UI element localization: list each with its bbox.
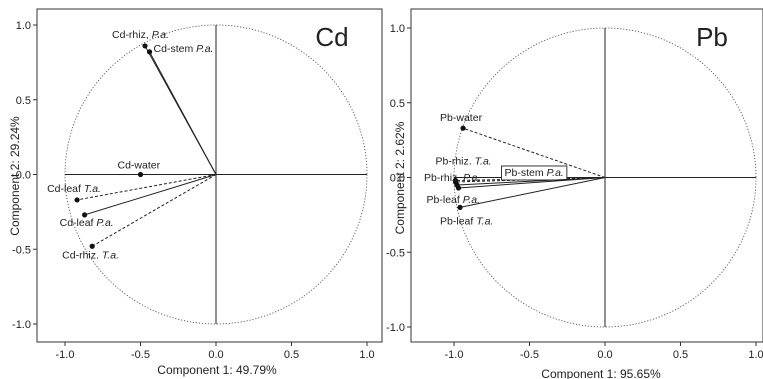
loading-vector: [456, 177, 606, 186]
point-label-box: [501, 165, 568, 181]
y-tick-label: 0.0: [390, 173, 405, 185]
loading-point: [455, 185, 462, 191]
loading-point: [74, 197, 80, 203]
loading-vector: [76, 174, 217, 201]
point-label: Cd-leaf P.a.: [60, 217, 114, 229]
panel-label: Cd: [315, 22, 348, 52]
y-tick-label: 1.0: [16, 20, 31, 32]
panel-label: Pb: [696, 22, 728, 52]
loading-vector: [91, 174, 217, 247]
loading-vector: [462, 127, 606, 178]
chart-panel-pb: -1.0 -0.5 0.0 0.5 1.0 1.0 0.5 0.0 -0.5 -1.0 Pb Comp…: [386, 8, 763, 379]
point-label: Pb-leaf T.a.: [440, 215, 493, 227]
point-label: Pb-water: [440, 112, 483, 124]
y-tick-label: 0.5: [16, 95, 31, 107]
x-tick-label: 0.5: [673, 349, 688, 361]
point-label: Pb-stem P.a.: [505, 167, 564, 179]
x-tick-label: -0.5: [131, 349, 150, 361]
loading-point: [137, 171, 144, 178]
x-tick-label: 0.5: [284, 349, 299, 361]
loading-point: [457, 204, 463, 210]
x-tick-label: 1.0: [359, 349, 374, 361]
y-tick-label: 1.0: [390, 23, 405, 35]
point-label: Pb-leaf P.a.: [427, 194, 481, 206]
x-tick-label: -1.0: [56, 349, 75, 361]
point-label: Cd-rhiz, P.a.: [112, 29, 169, 41]
point-label: Cd-leaf T.a.: [47, 183, 101, 195]
point-label: Cd-water: [118, 160, 161, 172]
loading-point: [142, 43, 148, 49]
chart-panel-cd: -1.0 -0.5 0.0 0.5 1.0 1.0 0.5 0.0 -0.5 -1.0 Cd Comp…: [8, 8, 383, 377]
y-tick-label: -0.5: [12, 244, 31, 256]
loading-vector: [458, 177, 606, 189]
loading-vector: [84, 174, 217, 216]
point-label: Cd-stem P.a.: [154, 43, 214, 55]
loading-point: [146, 49, 153, 55]
x-tick-label: -1.0: [445, 349, 464, 361]
point-label: Pb-rhiz. T.a.: [436, 155, 492, 167]
x-tick-label: 0.0: [208, 349, 223, 361]
y-tick-label: -1.0: [386, 322, 405, 334]
x-tick-label: 0.0: [597, 349, 612, 361]
x-tick-label: -0.5: [520, 349, 539, 361]
point-label: Cd-rhiz. T.a.: [62, 249, 119, 261]
y-tick-label: 0.0: [16, 170, 31, 182]
y-axis-label: Component 2: 2.62%: [393, 121, 407, 234]
loading-vector: [149, 51, 217, 175]
y-axis-label: Component 2: 29.24%: [8, 116, 22, 236]
loading-point: [460, 125, 466, 131]
plot-frame: [410, 8, 763, 343]
y-tick-label: -1.0: [12, 319, 31, 331]
point-label: Pb-rhiz. P.a.: [424, 172, 480, 184]
loading-point: [82, 212, 88, 218]
y-tick-label: -0.5: [386, 247, 405, 259]
loading-point: [89, 243, 95, 249]
x-axis-label: Component 1: 95.65%: [541, 367, 661, 379]
y-tick-label: 0.5: [390, 98, 405, 110]
loading-vector: [459, 177, 606, 208]
x-axis-label: Component 1: 49.79%: [157, 363, 277, 377]
x-tick-label: 1.0: [748, 349, 763, 361]
